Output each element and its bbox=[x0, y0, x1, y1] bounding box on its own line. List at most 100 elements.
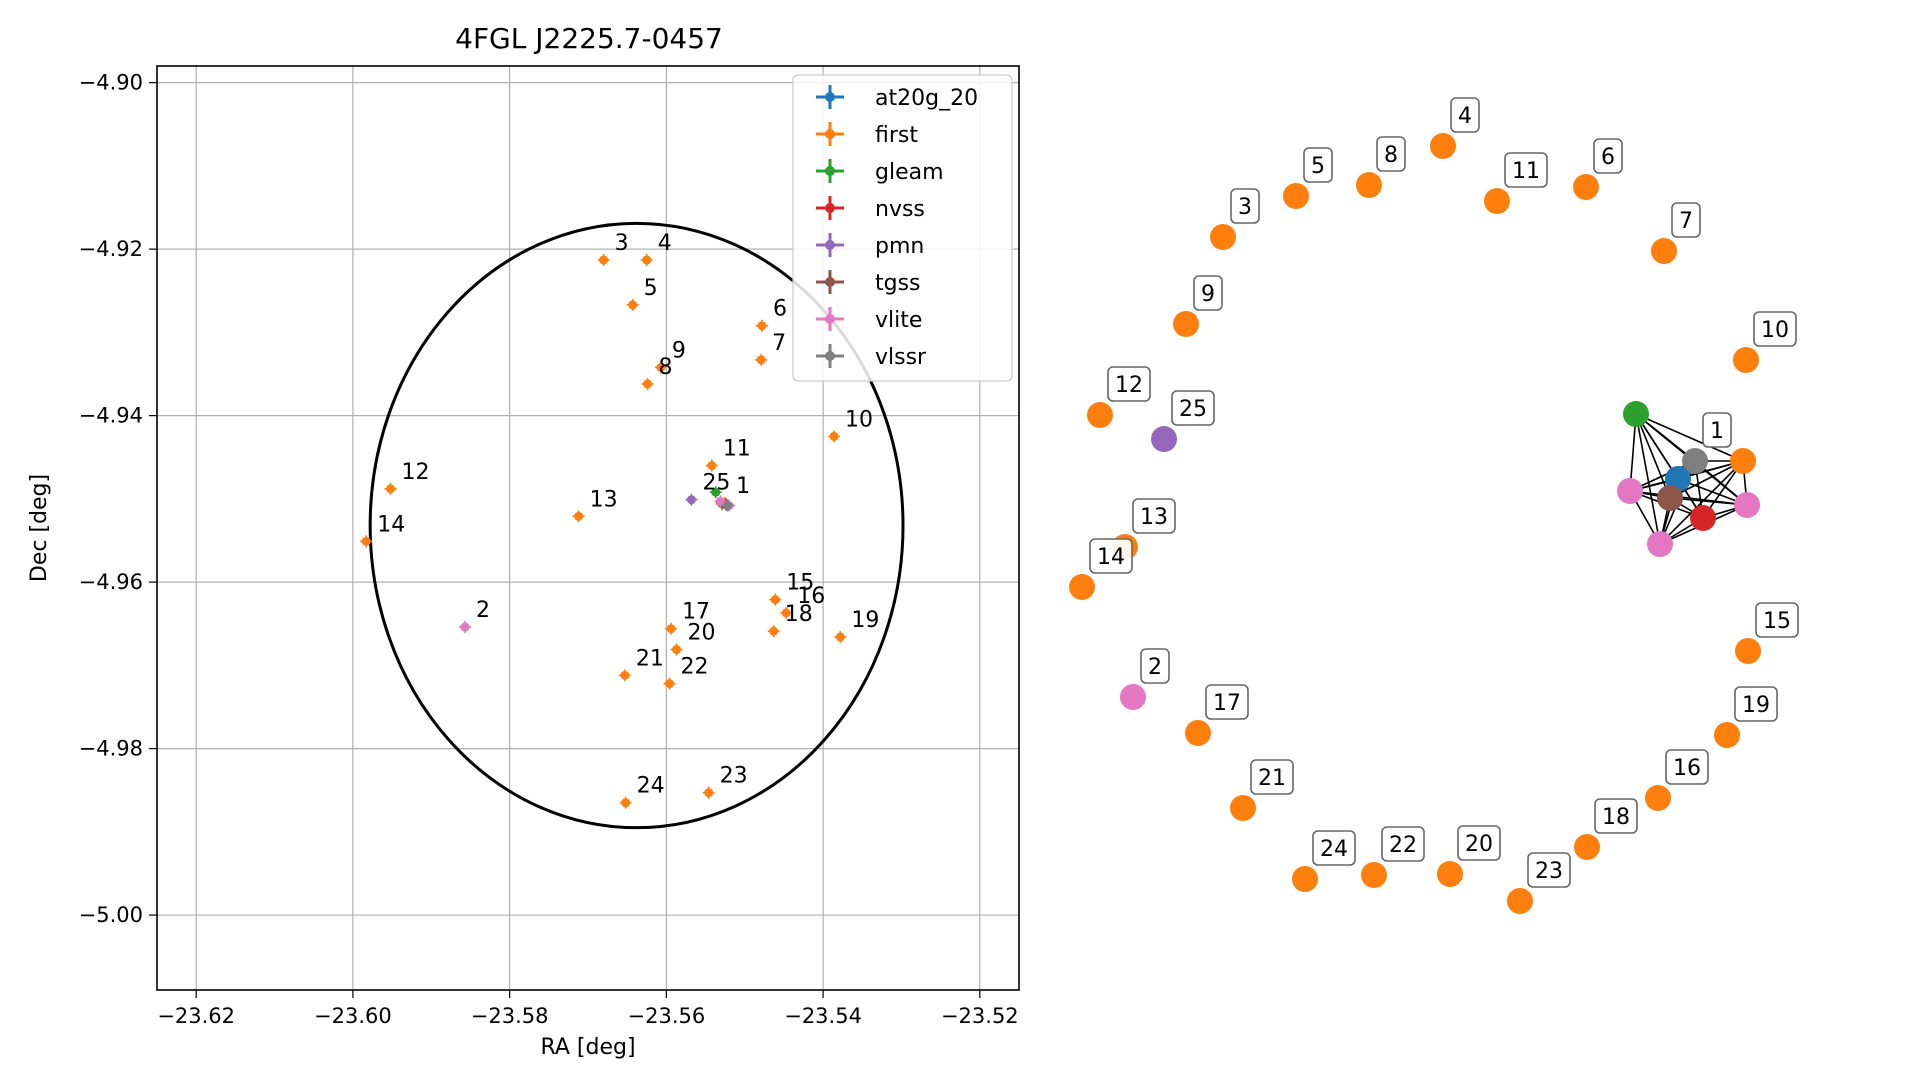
network-label-box bbox=[1450, 97, 1480, 133]
legend-marker-dot bbox=[825, 240, 835, 250]
y-tick-label: −5.00 bbox=[79, 903, 143, 927]
legend-label: pmn bbox=[875, 234, 924, 259]
network-node bbox=[1356, 172, 1382, 198]
network-node bbox=[1185, 720, 1211, 746]
network-node bbox=[1735, 638, 1761, 664]
network-label-box bbox=[1089, 538, 1133, 574]
network-node bbox=[1690, 505, 1716, 531]
network-node bbox=[1682, 448, 1708, 474]
network-node bbox=[1283, 183, 1309, 209]
legend-marker-dot bbox=[825, 351, 835, 361]
network-edge bbox=[1635, 413, 1661, 545]
network-label-box bbox=[1303, 147, 1333, 183]
network-node bbox=[1714, 722, 1740, 748]
legend-label: vlssr bbox=[875, 345, 927, 370]
network-node-label: 24 bbox=[1320, 837, 1348, 862]
network-edge bbox=[1635, 413, 1744, 462]
data-point-gleam bbox=[711, 487, 721, 497]
data-point-first bbox=[621, 798, 631, 808]
data-point-first bbox=[643, 379, 653, 389]
network-node bbox=[1617, 478, 1643, 504]
data-point-first bbox=[574, 511, 584, 521]
network-label-box bbox=[1205, 684, 1249, 720]
network-label-box bbox=[1734, 686, 1778, 722]
data-point-first bbox=[757, 321, 767, 331]
network-node bbox=[1651, 238, 1677, 264]
legend-label: gleam bbox=[875, 160, 944, 185]
network-node-label: 23 bbox=[1535, 859, 1563, 884]
network-node bbox=[1574, 834, 1600, 860]
data-point-first bbox=[620, 670, 630, 680]
network-label-box bbox=[1665, 749, 1709, 785]
legend-label: vlite bbox=[875, 308, 922, 333]
network-node-label: 22 bbox=[1389, 833, 1417, 858]
network-node bbox=[1645, 785, 1671, 811]
point-label: 1 bbox=[736, 474, 750, 499]
point-label: 8 bbox=[659, 355, 673, 380]
x-tick-label: −23.60 bbox=[314, 1004, 392, 1028]
point-label: 3 bbox=[615, 231, 629, 256]
network-node-label: 5 bbox=[1311, 154, 1325, 179]
scatter-panel: 4FGL J2225.7-0457 13 45678910111213141516… bbox=[27, 22, 1020, 1060]
x-tick-label: −23.56 bbox=[628, 1004, 706, 1028]
x-tick-label: −23.54 bbox=[784, 1004, 862, 1028]
network-edge bbox=[1669, 460, 1744, 499]
data-point-first bbox=[628, 300, 638, 310]
y-axis-label: Dec [deg] bbox=[27, 474, 52, 582]
points-layer bbox=[360, 253, 847, 809]
network-node bbox=[1292, 866, 1318, 892]
network-label-box bbox=[1107, 366, 1151, 402]
network-label-box bbox=[1702, 412, 1732, 448]
point-label: 17 bbox=[682, 600, 710, 625]
data-point-first bbox=[672, 645, 682, 655]
point-label: 19 bbox=[851, 608, 879, 633]
network-node-label: 2 bbox=[1148, 655, 1162, 680]
point-label: 4 bbox=[658, 231, 672, 256]
point-label: 16 bbox=[797, 584, 825, 609]
point-label: 2 bbox=[476, 598, 490, 623]
data-point-first bbox=[666, 624, 676, 634]
network-node bbox=[1230, 795, 1256, 821]
legend-label: first bbox=[875, 123, 918, 148]
network-node-label: 8 bbox=[1384, 143, 1398, 168]
network-node-label: 9 bbox=[1201, 282, 1215, 307]
network-label-box bbox=[1381, 826, 1425, 862]
data-point-first bbox=[664, 679, 674, 689]
data-point-first bbox=[769, 626, 779, 636]
network-node-label: 17 bbox=[1213, 691, 1241, 716]
point-label: 15 bbox=[786, 571, 814, 596]
network-label-box bbox=[1753, 311, 1797, 347]
legend-marker-dot bbox=[825, 314, 835, 324]
point-label: 10 bbox=[845, 407, 873, 432]
network-label-box bbox=[1594, 798, 1638, 834]
network-node bbox=[1647, 531, 1673, 557]
network-label-box bbox=[1250, 759, 1294, 795]
network-node-label: 25 bbox=[1179, 397, 1207, 422]
network-node-label: 7 bbox=[1679, 209, 1693, 234]
point-label: 22 bbox=[680, 655, 708, 680]
network-label-box bbox=[1671, 202, 1701, 238]
network-node-label: 1 bbox=[1710, 419, 1724, 444]
network-label-box bbox=[1527, 852, 1571, 888]
network-node-label: 4 bbox=[1458, 104, 1472, 129]
data-point-vlite bbox=[460, 622, 470, 632]
ellipse-layer bbox=[368, 221, 905, 830]
network-node bbox=[1151, 426, 1177, 452]
network-label-box bbox=[1132, 498, 1176, 534]
network-node bbox=[1507, 888, 1533, 914]
network-node bbox=[1484, 188, 1510, 214]
x-ticks: −23.62 −23.60 −23.58 −23.56 −23.54 −23.52 bbox=[157, 990, 1019, 1028]
network-node bbox=[1120, 684, 1146, 710]
x-tick-label: −23.62 bbox=[157, 1004, 235, 1028]
network-node-label: 20 bbox=[1465, 832, 1493, 857]
legend-marker-dot bbox=[825, 166, 835, 176]
network-node-label: 21 bbox=[1258, 766, 1286, 791]
network-node-label: 14 bbox=[1097, 545, 1125, 570]
point-label: 13 bbox=[590, 487, 618, 512]
legend-box bbox=[792, 74, 1013, 382]
network-node-label: 19 bbox=[1742, 693, 1770, 718]
